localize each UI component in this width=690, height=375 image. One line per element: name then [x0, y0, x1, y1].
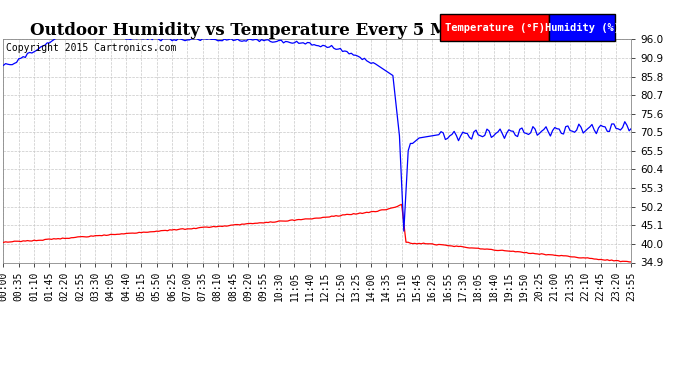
- Text: Humidity (%): Humidity (%): [544, 23, 620, 33]
- Title: Outdoor Humidity vs Temperature Every 5 Minutes 20151216: Outdoor Humidity vs Temperature Every 5 …: [30, 22, 604, 39]
- Text: Copyright 2015 Cartronics.com: Copyright 2015 Cartronics.com: [6, 43, 176, 53]
- Text: Temperature (°F): Temperature (°F): [445, 23, 544, 33]
